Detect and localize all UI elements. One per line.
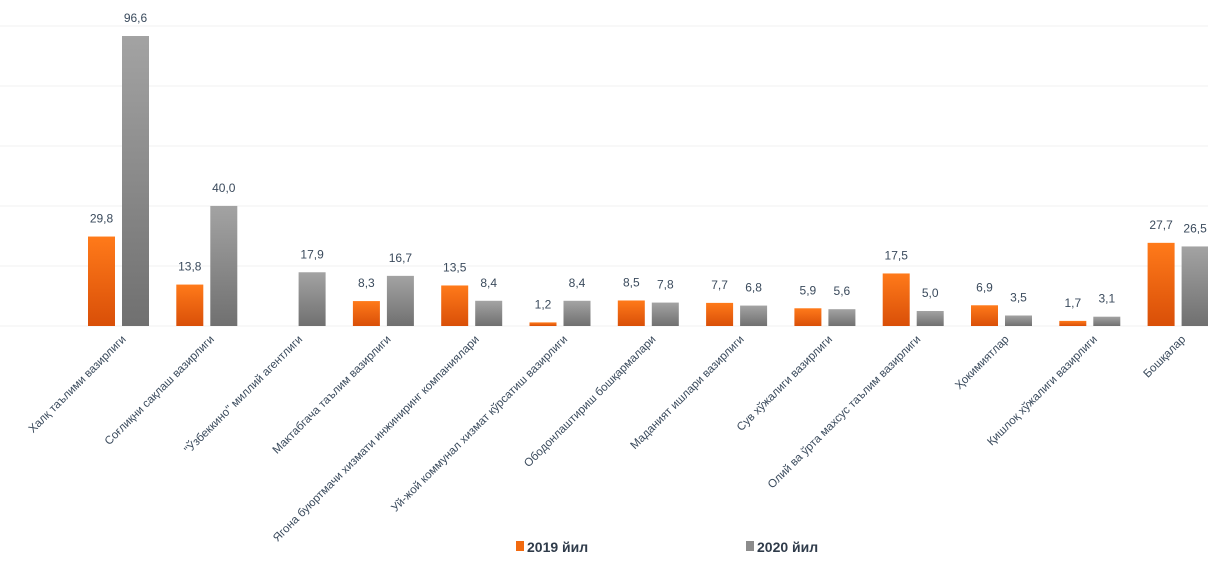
bar: [1181, 246, 1208, 326]
gridlines: [0, 25, 1208, 327]
value-label: 7,8: [657, 278, 674, 292]
bar: [386, 275, 414, 326]
legend-swatch-2019: [516, 541, 524, 551]
value-label: 17,9: [300, 247, 324, 261]
bar: [1005, 315, 1032, 326]
legend-label-2020: 2020 йил: [757, 539, 818, 555]
legend-label-2019: 2019 йил: [527, 539, 588, 555]
bar: [298, 272, 326, 326]
bar: [828, 309, 856, 326]
bar: [882, 273, 910, 326]
category-label: Ҳокимиятлар: [953, 334, 1011, 392]
value-label: 96,6: [124, 11, 148, 25]
bar: [441, 285, 469, 326]
value-label: 13,5: [443, 260, 467, 274]
category-label: Сув хўжалиги вазирлиги: [735, 334, 835, 434]
value-label: 7,7: [711, 278, 728, 292]
bar: [740, 305, 768, 326]
category-label: Олий ва ўрта махсус таълим вазирлиги: [766, 334, 923, 491]
value-label: 8,5: [623, 275, 640, 289]
bar: [475, 300, 503, 326]
category-label: Уй-жой коммунал хизмат кўрсатиш вазирлиг…: [389, 334, 570, 515]
bar: [617, 300, 645, 326]
value-label: 8,4: [480, 276, 497, 290]
bar: [971, 305, 998, 326]
value-label: 29,8: [90, 212, 114, 226]
value-label: 16,7: [389, 251, 413, 265]
value-label: 8,3: [358, 276, 375, 290]
bar: [210, 205, 238, 326]
value-label: 13,8: [178, 260, 202, 274]
bar: [88, 236, 115, 326]
value-label: 8,4: [569, 276, 586, 290]
legend: 2019 йил 2020 йил: [516, 539, 818, 555]
bar: [651, 302, 679, 326]
bar: [1147, 242, 1175, 326]
value-label: 3,5: [1010, 290, 1027, 304]
bar: [706, 302, 734, 326]
value-label: 6,8: [745, 281, 762, 295]
value-label: 27,7: [1149, 218, 1173, 232]
bar: [1059, 320, 1087, 326]
bar: [122, 36, 149, 326]
bar: [1093, 316, 1121, 326]
value-label: 5,6: [834, 284, 851, 298]
bar: [563, 300, 591, 326]
value-label: 1,2: [535, 297, 552, 311]
bar: [352, 301, 380, 326]
value-labels: 29,8 96,6 13,8 40,0 17,9 8,3 16,7 13,5 8,4 1,2 8,4…: [90, 11, 1207, 311]
category-label: Халқ таълими вазирлиги: [27, 334, 129, 436]
value-label: 17,5: [885, 248, 909, 262]
bars: [88, 36, 1208, 326]
value-label: 3,1: [1098, 292, 1115, 306]
bar: [916, 310, 944, 326]
legend-swatch-2020: [746, 541, 754, 551]
value-label: 5,0: [922, 286, 939, 300]
value-label: 26,5: [1183, 221, 1207, 235]
value-label: 5,9: [800, 283, 817, 297]
bar: [794, 308, 822, 326]
value-label: 6,9: [976, 280, 993, 294]
bar: [529, 322, 557, 326]
bar: [176, 284, 204, 326]
value-label: 40,0: [212, 181, 236, 195]
category-label: Бошқалар: [1141, 334, 1188, 381]
value-label: 1,7: [1064, 296, 1081, 310]
category-label: Ягона буюртмачи хизмати инжиниринг компа…: [271, 334, 482, 545]
